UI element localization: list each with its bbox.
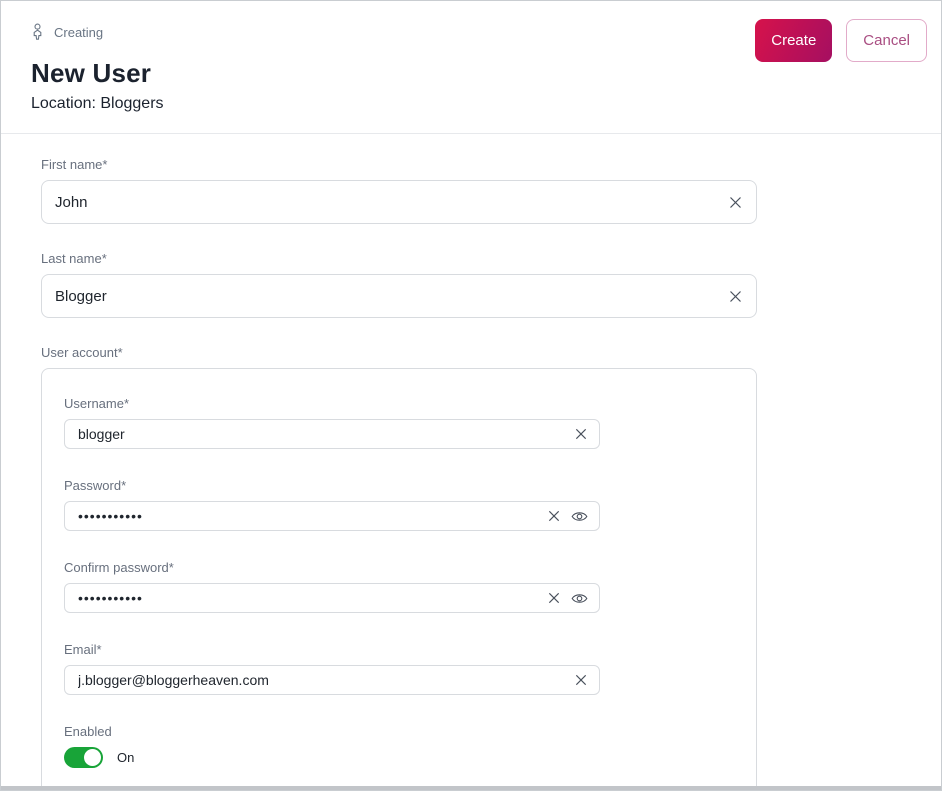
toggle-knob <box>84 749 101 766</box>
last-name-clear-icon[interactable] <box>728 289 743 304</box>
confirm-password-input[interactable] <box>64 583 600 613</box>
breadcrumb: Creating <box>31 23 911 41</box>
password-eye-icon[interactable] <box>571 510 588 523</box>
page-subtitle: Location: Bloggers <box>31 95 164 112</box>
password-field-group: Password* <box>64 478 734 531</box>
enabled-state-label: On <box>117 750 135 765</box>
first-name-input-wrap <box>41 180 757 224</box>
confirm-password-input-wrap <box>64 583 600 613</box>
last-name-label: Last name* <box>41 251 107 266</box>
last-name-input[interactable] <box>41 274 757 318</box>
user-account-group-box: Username* <box>41 368 757 790</box>
header-actions: Create Cancel <box>755 19 927 62</box>
page-title: New User <box>31 58 152 88</box>
email-input-wrap <box>64 665 600 695</box>
password-clear-icon[interactable] <box>547 509 561 523</box>
confirm-password-label: Confirm password* <box>64 560 174 575</box>
cancel-button[interactable]: Cancel <box>846 19 927 62</box>
page-header: Creating Create Cancel New User Location… <box>1 1 941 134</box>
username-input[interactable] <box>64 419 600 449</box>
username-label: Username* <box>64 396 130 411</box>
user-account-field-group: User account* Username* <box>41 345 901 790</box>
first-name-clear-icon[interactable] <box>728 195 743 210</box>
enabled-toggle-row: On <box>64 747 734 768</box>
confirm-password-clear-icon[interactable] <box>547 591 561 605</box>
username-field-group: Username* <box>64 396 734 449</box>
email-clear-icon[interactable] <box>574 673 588 687</box>
first-name-label: First name* <box>41 157 108 172</box>
last-name-field-group: Last name* <box>41 251 901 318</box>
form-body: First name* Last name* <box>1 134 941 790</box>
person-icon <box>31 23 44 41</box>
password-label: Password* <box>64 478 127 493</box>
email-input[interactable] <box>64 665 600 695</box>
first-name-field-group: First name* <box>41 157 901 224</box>
password-input-wrap <box>64 501 600 531</box>
user-account-label: User account* <box>41 345 123 360</box>
create-button[interactable]: Create <box>755 19 833 62</box>
enabled-toggle[interactable] <box>64 747 103 768</box>
enabled-field-group: Enabled On <box>64 724 734 768</box>
first-name-input[interactable] <box>41 180 757 224</box>
username-input-wrap <box>64 419 600 449</box>
confirm-password-eye-icon[interactable] <box>571 592 588 605</box>
password-input[interactable] <box>64 501 600 531</box>
email-field-group: Email* <box>64 642 734 695</box>
last-name-input-wrap <box>41 274 757 318</box>
breadcrumb-label: Creating <box>54 24 104 40</box>
username-clear-icon[interactable] <box>574 427 588 441</box>
enabled-label: Enabled <box>64 724 112 739</box>
window-bottom-edge <box>1 786 941 790</box>
confirm-password-field-group: Confirm password* <box>64 560 734 613</box>
email-label: Email* <box>64 642 102 657</box>
